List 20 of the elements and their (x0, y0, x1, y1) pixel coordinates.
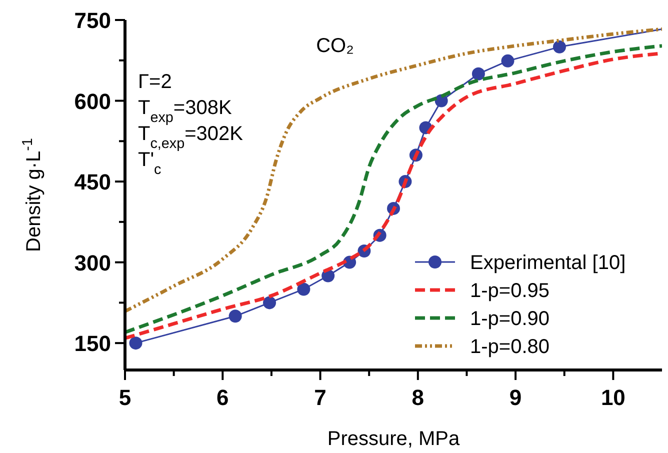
legend-label: 1-p=0.80 (470, 336, 550, 358)
x-tick-label: 6 (216, 385, 229, 410)
y-tick-label: 300 (74, 250, 111, 276)
x-tick-label: 7 (314, 385, 326, 410)
y-tick-label: 450 (74, 170, 111, 195)
x-tick-label: 10 (600, 385, 626, 410)
legend-label: 1-p=0.95 (470, 280, 550, 302)
annotation: Γ=2 (138, 71, 172, 93)
annotation: T$_{exp}$=308K (138, 97, 232, 126)
x-axis-title: Pressure, MPa (327, 428, 461, 450)
y-tick-label: 600 (74, 88, 111, 114)
legend-label: 1-p=0.90 (470, 308, 550, 330)
x-tick-label: 5 (118, 385, 132, 410)
annotation: CO₂ (316, 35, 354, 57)
y-tick-label: 150 (74, 331, 111, 356)
x-tick-label: 9 (509, 385, 522, 410)
annotation: T'$_{c}$ (138, 149, 162, 178)
x-tick-label: 8 (412, 385, 424, 410)
legend-label: Experimental [10] (470, 252, 626, 274)
y-tick-label: 750 (74, 8, 111, 33)
